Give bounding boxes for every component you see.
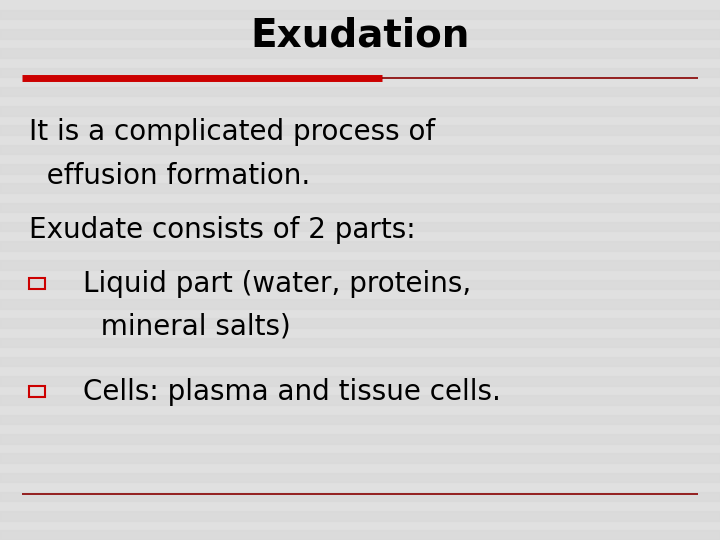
Bar [0, 492, 720, 502]
Bar [0, 415, 720, 424]
Bar [0, 299, 720, 308]
Text: effusion formation.: effusion formation. [29, 161, 310, 190]
Text: Exudation: Exudation [251, 16, 469, 54]
Bar [29, 386, 45, 397]
Bar [0, 202, 720, 212]
Bar [0, 164, 720, 173]
Bar [0, 241, 720, 251]
Bar [0, 338, 720, 347]
Bar [0, 376, 720, 386]
Text: Liquid part (water, proteins,: Liquid part (water, proteins, [83, 269, 471, 298]
Bar [0, 29, 720, 38]
Bar [0, 357, 720, 367]
Text: Exudate consists of 2 parts:: Exudate consists of 2 parts: [29, 215, 415, 244]
Bar [0, 472, 720, 482]
Bar [0, 318, 720, 328]
Bar [0, 222, 720, 232]
Text: It is a complicated process of: It is a complicated process of [29, 118, 435, 146]
Bar [0, 280, 720, 289]
Bar [0, 68, 720, 77]
Bar [0, 48, 720, 58]
Bar [0, 145, 720, 154]
Bar [0, 106, 720, 116]
Bar [0, 453, 720, 463]
Bar [0, 125, 720, 135]
Bar [0, 10, 720, 19]
Bar [0, 183, 720, 193]
Bar [0, 434, 720, 443]
Bar [0, 530, 720, 540]
Text: mineral salts): mineral salts) [83, 313, 291, 341]
Bar [0, 395, 720, 405]
Bar [0, 87, 720, 97]
Bar [0, 260, 720, 270]
Text: Cells: plasma and tissue cells.: Cells: plasma and tissue cells. [83, 377, 500, 406]
Bar [0, 511, 720, 521]
Bar [29, 278, 45, 289]
